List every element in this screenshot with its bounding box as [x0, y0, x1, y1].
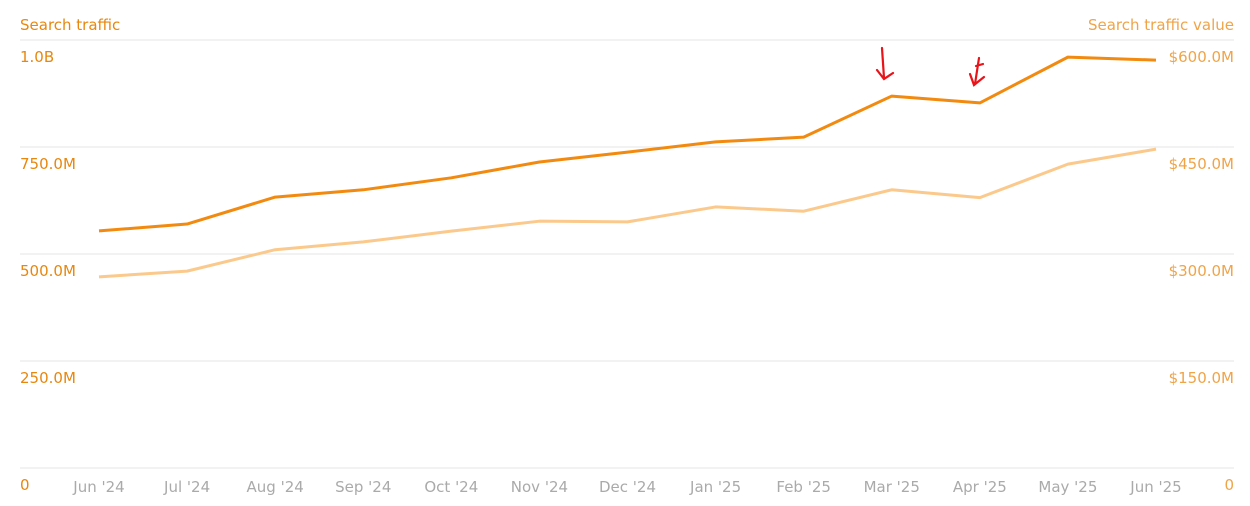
x-tick-label: Apr '25 — [953, 478, 1007, 496]
annotation-arrow — [875, 46, 986, 87]
x-tick-label: Jul '24 — [163, 478, 210, 496]
x-tick-label: Oct '24 — [424, 478, 478, 496]
y-tick-label: 750.0M — [20, 155, 76, 173]
y2-tick-label: 0 — [1224, 476, 1234, 494]
y-tick-label: 0 — [20, 476, 30, 494]
x-tick-label: Aug '24 — [247, 478, 304, 496]
y-tick-label: 250.0M — [20, 369, 76, 387]
series-line — [98, 147, 1157, 279]
x-tick-label: May '25 — [1038, 478, 1097, 496]
y2-tick-label: $600.0M — [1169, 48, 1234, 66]
y2-tick-label: $150.0M — [1169, 369, 1234, 387]
x-tick-label: Feb '25 — [776, 478, 831, 496]
y2-tick-label: $450.0M — [1169, 155, 1234, 173]
x-tick-label: Nov '24 — [511, 478, 568, 496]
y-axis-title: Search traffic — [20, 16, 120, 34]
y2-axis-title: Search traffic value — [1088, 16, 1234, 34]
x-tick-label: Mar '25 — [864, 478, 920, 496]
plot — [98, 55, 1157, 279]
series-line — [98, 55, 1157, 233]
x-tick-label: Dec '24 — [599, 478, 656, 496]
y-tick-label: 500.0M — [20, 262, 76, 280]
y2-tick-label: $300.0M — [1169, 262, 1234, 280]
y-tick-label: 1.0B — [20, 48, 54, 66]
x-tick-label: Sep '24 — [335, 478, 391, 496]
x-tick-label: Jun '25 — [1129, 478, 1181, 496]
x-tick-label: Jun '24 — [72, 478, 124, 496]
x-tick-label: Jan '25 — [689, 478, 741, 496]
